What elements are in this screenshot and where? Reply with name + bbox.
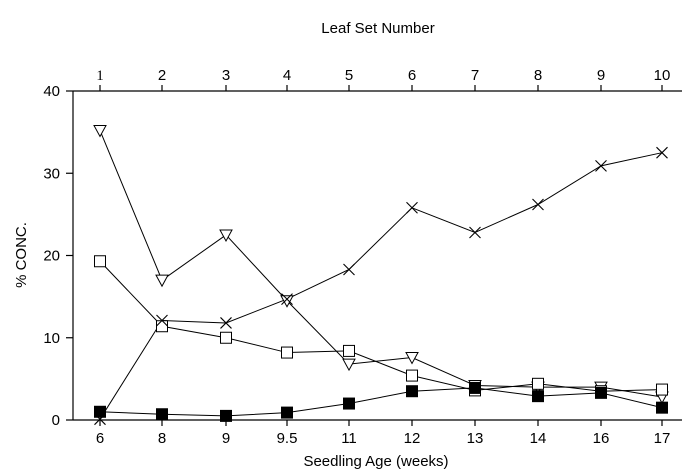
top-axis-label: Leaf Set Number — [321, 20, 434, 37]
y-tick-label: 30 — [43, 165, 60, 182]
series-3-point — [281, 293, 293, 305]
series-1-point — [93, 124, 107, 138]
top-tick-label: 5 — [345, 67, 353, 84]
series-3-line — [99, 152, 663, 420]
series-2-point — [281, 346, 293, 359]
series-3-point — [469, 226, 481, 239]
series-1-point — [342, 358, 356, 372]
series-4-point — [595, 386, 607, 399]
series-4-point — [656, 401, 668, 414]
series-1-line — [99, 130, 663, 398]
series-2-point — [220, 331, 232, 344]
top-tick-label: 4 — [283, 67, 291, 84]
series-3-point — [532, 198, 544, 211]
x-tick-label: 9 — [222, 430, 230, 447]
series-4-point — [281, 406, 293, 419]
top-tick-label: 8 — [534, 67, 542, 84]
series-1-point — [280, 295, 294, 308]
x-tick-label: 11 — [341, 430, 357, 447]
series-4-point — [532, 390, 544, 403]
top-tick-label: 3 — [222, 67, 230, 84]
series-3-point — [220, 317, 232, 329]
series-3-point — [156, 314, 168, 327]
top-tick-label: 6 — [408, 67, 416, 84]
series-1-point — [219, 229, 233, 242]
series-2-point — [94, 255, 106, 268]
x-tick-label: 9.5 — [277, 430, 298, 447]
series-4-point — [94, 405, 106, 418]
series-4-line — [99, 387, 663, 417]
series-3-point — [406, 201, 418, 214]
y-tick-label: 20 — [43, 248, 60, 265]
top-tick-label: 7 — [471, 67, 479, 84]
y-tick-label: 0 — [52, 412, 60, 429]
series-2-point — [156, 320, 168, 333]
x-tick-label: 17 — [654, 430, 671, 447]
top-tick-label: 2 — [158, 67, 166, 84]
series-4-point — [469, 381, 481, 394]
series-4-point — [220, 409, 232, 422]
y-tick-label: 10 — [43, 330, 60, 347]
series-1-point — [155, 274, 169, 288]
series-1-point — [405, 351, 419, 365]
series-4-point — [343, 397, 355, 410]
x-tick-label: 6 — [96, 430, 104, 447]
y-tick-label: 40 — [43, 83, 60, 100]
x-tick-label: 8 — [158, 430, 166, 447]
series-3-point — [343, 263, 355, 276]
series-2-point — [656, 383, 668, 396]
top-tick-label: 1 — [96, 68, 104, 84]
top-tick-label: 10 — [654, 67, 671, 84]
series-2-point — [532, 377, 544, 390]
series-4-point — [156, 408, 168, 421]
series-2-line — [99, 260, 663, 392]
plot-frame — [72, 90, 682, 421]
x-axis-label: Seedling Age (weeks) — [303, 453, 448, 470]
top-tick-label: 9 — [597, 67, 605, 84]
x-tick-label: 13 — [467, 430, 484, 447]
y-axis-label: % CONC. — [13, 222, 30, 288]
series-2-point — [343, 344, 355, 357]
x-tick-label: 16 — [593, 430, 610, 447]
series-3-point — [656, 146, 668, 159]
series-2-point — [406, 369, 418, 382]
x-tick-label: 14 — [530, 430, 547, 447]
series-4-point — [406, 385, 418, 398]
x-tick-label: 12 — [404, 430, 421, 447]
series-3-point — [595, 159, 607, 172]
